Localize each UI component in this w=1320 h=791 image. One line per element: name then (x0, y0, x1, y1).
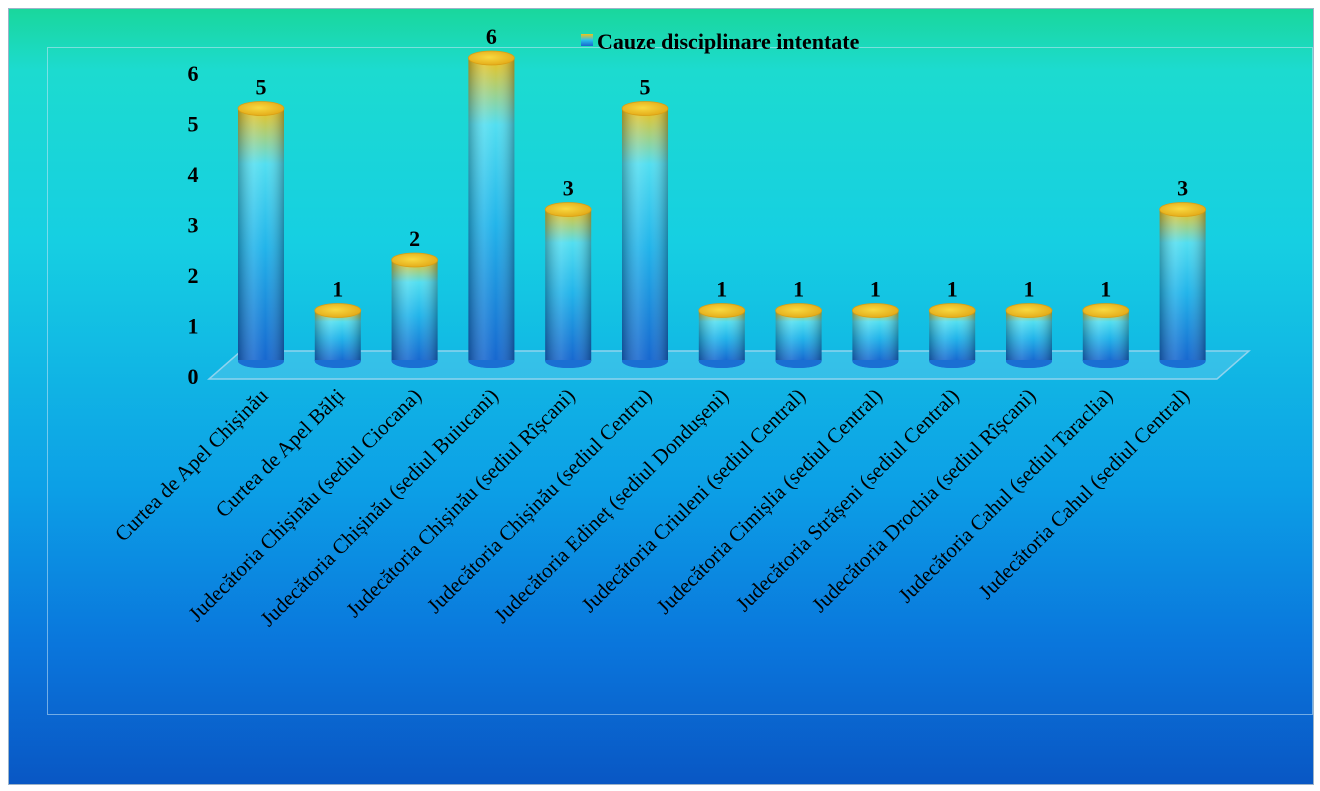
y-tick-label: 6 (188, 61, 199, 86)
data-label: 2 (409, 226, 420, 251)
bar (545, 203, 591, 369)
chart-background: 0 1 2 3 4 5 6 5 1 2 6 3 5 1 1 1 1 1 1 3 Curtea de Apel Chi… (8, 8, 1314, 785)
bar-chart: 0 1 2 3 4 5 6 5 1 2 6 3 5 1 1 1 1 1 1 3 Curtea de Apel Chi… (9, 9, 1313, 784)
bar-shading (929, 311, 975, 362)
bar-cap (392, 253, 438, 267)
bar-cap (699, 304, 745, 318)
bar-shading (238, 109, 284, 362)
bar-shading (776, 311, 822, 362)
bar-cap (545, 203, 591, 217)
bar-cap (315, 304, 361, 318)
bar-shading (545, 210, 591, 362)
bar-shading (1083, 311, 1129, 362)
legend-label: Cauze disciplinare intentate (597, 29, 860, 54)
data-label: 1 (1024, 277, 1035, 302)
bar-cap (929, 304, 975, 318)
y-tick-label: 2 (188, 263, 199, 288)
data-label: 3 (563, 176, 574, 201)
bar (929, 304, 975, 369)
legend-swatch (581, 34, 593, 46)
bar-shading (468, 58, 514, 361)
data-label: 1 (947, 277, 958, 302)
y-tick-label: 4 (188, 162, 199, 187)
bar-cap (622, 102, 668, 116)
data-label: 1 (332, 277, 343, 302)
data-label: 5 (640, 75, 651, 100)
data-label: 1 (870, 277, 881, 302)
bar (852, 304, 898, 369)
bar-shading (1006, 311, 1052, 362)
bar-cap (1160, 203, 1206, 217)
bar-cap (468, 51, 514, 65)
bar (315, 304, 361, 369)
bar-cap (238, 102, 284, 116)
bar (1160, 203, 1206, 369)
bar (699, 304, 745, 369)
data-label: 1 (716, 277, 727, 302)
data-label: 3 (1177, 176, 1188, 201)
y-tick-label: 3 (188, 213, 199, 238)
bar-shading (699, 311, 745, 362)
y-tick-label: 1 (188, 314, 199, 339)
y-tick-label: 5 (188, 112, 199, 137)
bar-cap (1006, 304, 1052, 318)
bar (238, 102, 284, 369)
category-label: Curtea de Apel Chișinău (110, 383, 273, 546)
data-label: 1 (793, 277, 804, 302)
bar-shading (622, 109, 668, 362)
data-label: 1 (1100, 277, 1111, 302)
data-label: 5 (256, 75, 267, 100)
bar-shading (315, 311, 361, 362)
bar-cap (852, 304, 898, 318)
bar-cap (776, 304, 822, 318)
bar-cap (1083, 304, 1129, 318)
bar (622, 102, 668, 369)
bar-shading (852, 311, 898, 362)
data-label: 6 (486, 24, 497, 49)
category-label: Curtea de Apel Bălți (211, 383, 350, 522)
bar-shading (1160, 210, 1206, 362)
bar (392, 253, 438, 368)
bar (776, 304, 822, 369)
bar (468, 51, 514, 368)
bar-shading (392, 260, 438, 361)
bar (1083, 304, 1129, 369)
legend: Cauze disciplinare intentate (581, 29, 860, 54)
bar (1006, 304, 1052, 369)
y-tick-label: 0 (188, 364, 199, 389)
